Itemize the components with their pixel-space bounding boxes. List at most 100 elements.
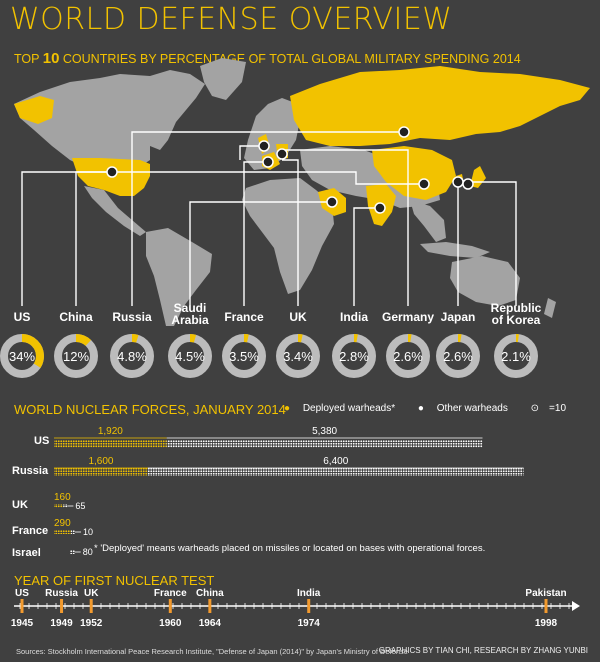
timeline-marker: [60, 599, 64, 613]
timeline-title: YEAR OF FIRST NUCLEAR TEST: [14, 573, 215, 588]
timeline-country-label: Russia: [45, 588, 78, 599]
country-label-france: France: [224, 310, 264, 324]
page-title: WORLD DEFENSE OVERVIEW: [10, 2, 453, 37]
donut-india: 2.8%: [332, 334, 376, 378]
timeline-event-uk: UK 1952: [80, 588, 103, 629]
leader-saudi: [189, 201, 332, 306]
leader-russia: [131, 131, 404, 306]
spending-donuts: 34% 12% 4.8% 4.5% 3.5% 3.4% 2.8% 2.6% 2.6% 2.1%: [0, 334, 538, 378]
donut-slice: [110, 334, 154, 378]
leader-germany: [282, 149, 409, 306]
timeline-arrow: [572, 601, 580, 611]
subtitle-number: 10: [42, 50, 60, 67]
donut-slice: [54, 334, 98, 378]
donut-saudi-arabia: 4.5%: [168, 334, 212, 378]
donut-value-label: 2.6%: [393, 349, 423, 364]
donut-slice: [332, 334, 376, 378]
south-america-land: [146, 228, 212, 326]
marker-saudi: [326, 196, 338, 208]
country-label-russia: Russia: [112, 310, 152, 324]
legend-other: ● Other warheads: [417, 403, 508, 414]
north-america-land: [14, 70, 205, 170]
timeline-marker: [89, 599, 93, 613]
other-value-label: 80: [83, 547, 93, 557]
donut-value-label: 3.5%: [229, 349, 259, 364]
deployed-value-label: 160: [54, 492, 71, 503]
donut-france: 3.5%: [222, 334, 266, 378]
deployed-bar: [54, 468, 148, 476]
timeline-year-label: 1952: [80, 618, 103, 629]
other-bar: [71, 530, 76, 534]
australia-land: [450, 256, 520, 306]
country-label-japan: Japan: [440, 310, 476, 324]
nuclear-country-label: Israel: [12, 547, 41, 559]
marker-france: [262, 156, 274, 168]
country-label-uk: UK: [289, 310, 307, 324]
timeline-year-label: 1960: [159, 618, 182, 629]
legend-deployed: ● Deployed warheads*: [284, 403, 396, 414]
subtitle-pre: TOP: [14, 52, 40, 66]
marker-germany: [276, 148, 288, 160]
timeline-marker: [20, 599, 24, 613]
leader-china: [75, 171, 424, 306]
donut-china: 12%: [54, 334, 98, 378]
indonesia-land: [420, 242, 490, 258]
donut-value-label: 2.6%: [443, 349, 473, 364]
country-label-saudi-arabia: Saudi Arabia: [171, 301, 209, 327]
donut-us: 34%: [0, 334, 44, 378]
legend-unit: ⊙ =10: [530, 403, 567, 414]
southeast-asia-land: [410, 200, 446, 242]
other-value-label: 10: [83, 527, 93, 537]
deployed-value-label: 1,600: [88, 456, 113, 467]
donut-value-label: 4.8%: [117, 349, 147, 364]
timeline-marker: [307, 599, 311, 613]
leader-korea: [464, 181, 517, 306]
timeline-marker: [208, 599, 212, 613]
deployed-value-label: 1,920: [98, 426, 123, 437]
marker-china: [418, 178, 430, 190]
other-value-label: 5,380: [312, 426, 337, 437]
marker-korea: [452, 176, 464, 188]
donut-slice: [222, 334, 266, 378]
other-bar: [70, 550, 75, 554]
timeline-country-label: China: [196, 588, 224, 599]
china-highlight: [372, 146, 456, 200]
other-value-label: 6,400: [323, 456, 348, 467]
country-markers: [106, 126, 474, 214]
nuclear-country-label: France: [12, 525, 48, 537]
timeline-event-pakistan: Pakistan 1998: [525, 588, 566, 629]
donut-value-label: 4.5%: [175, 349, 205, 364]
country-label-republic-of-korea: Republic of Korea: [490, 301, 542, 327]
sources-text: Sources: Stockholm International Peace R…: [16, 647, 408, 656]
timeline-marker: [544, 599, 548, 613]
timeline-year-label: 1974: [298, 618, 321, 629]
spending-subtitle: TOP 10 COUNTRIES BY PERCENTAGE OF TOTAL …: [14, 50, 521, 67]
alaska-highlight: [14, 96, 54, 124]
timeline-event-india: India 1974: [297, 588, 321, 629]
nuclear-row-france: France 290 10: [12, 518, 93, 537]
donut-value-label: 34%: [9, 349, 35, 364]
country-label-china: China: [59, 310, 93, 324]
central-america-land: [84, 186, 146, 236]
leader-france: [243, 161, 268, 306]
marker-japan: [462, 178, 474, 190]
other-bar: [63, 504, 68, 508]
deployed-value-label: 290: [54, 518, 71, 529]
marker-india: [374, 202, 386, 214]
highlighted-countries: [14, 66, 590, 226]
nuclear-forces-chart: US 1,920 5,380 Russia 1,600 6,400 UK 160 65 Franc…: [12, 426, 524, 559]
donut-value-label: 2.1%: [501, 349, 531, 364]
timeline-axis: [14, 601, 580, 611]
donut-slice: [386, 334, 430, 378]
donut-value-label: 2.8%: [339, 349, 369, 364]
timeline-year-label: 1949: [50, 618, 73, 629]
new-zealand-land: [544, 298, 556, 318]
other-bar: [166, 440, 483, 448]
nuclear-country-label: UK: [12, 499, 28, 511]
world-map: [14, 58, 590, 326]
timeline-country-label: UK: [84, 588, 99, 599]
nuclear-row-russia: Russia 1,600 6,400: [12, 456, 524, 477]
deployed-bar: [54, 440, 167, 448]
timeline-country-label: France: [154, 588, 187, 599]
